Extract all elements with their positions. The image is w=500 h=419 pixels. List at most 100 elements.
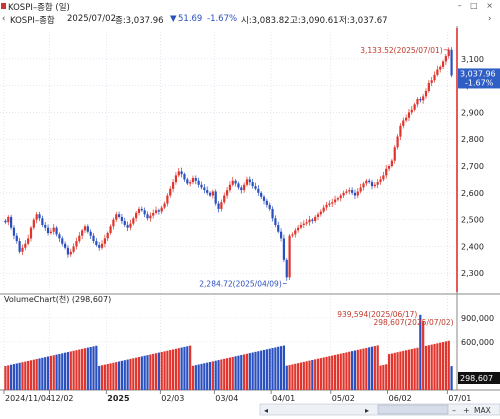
- candle-body: [282, 238, 286, 260]
- candle-body: [225, 190, 229, 196]
- info-low: 저:3,037.67: [339, 16, 388, 26]
- volume-tick-label: 900,000: [461, 314, 494, 323]
- volume-bar: [419, 314, 422, 390]
- candle-body: [83, 226, 87, 231]
- volume-bar: [370, 346, 374, 390]
- volume-bar: [86, 347, 89, 390]
- volume-bar: [424, 345, 428, 390]
- volume-bar: [237, 355, 240, 390]
- volume-bar: [117, 361, 121, 390]
- price-tick-label: 2,600: [461, 189, 484, 198]
- volume-bar: [308, 360, 311, 390]
- candle-body: [115, 214, 118, 220]
- volume-bar: [305, 361, 308, 390]
- candle-body: [393, 147, 396, 161]
- volume-bar: [27, 360, 30, 390]
- candle-body: [336, 198, 340, 200]
- volume-bar: [390, 353, 394, 390]
- volume-bar: [331, 355, 334, 390]
- candle-body: [441, 61, 445, 67]
- volume-bar: [396, 352, 399, 390]
- volume-bar: [277, 346, 280, 390]
- candle-body: [46, 227, 50, 234]
- candle-body: [240, 187, 243, 191]
- volume-bar: [447, 340, 450, 390]
- candle-body: [140, 208, 143, 211]
- candle-body: [314, 216, 317, 221]
- volume-high-annotation: 939,594(2025/06/17): [337, 310, 417, 319]
- volume-bar: [183, 346, 186, 390]
- volume-bar: [83, 348, 87, 390]
- info-open: 시:3,083.82: [241, 16, 290, 26]
- volume-bar: [15, 363, 18, 390]
- candle-body: [72, 246, 75, 252]
- volume-bar: [152, 353, 155, 390]
- volume-bar: [444, 341, 447, 390]
- volume-bar: [251, 352, 254, 390]
- chart-canvas[interactable]: 2,3002,4002,5002,6002,7002,8002,9003,000…: [0, 26, 500, 419]
- candle-body: [305, 222, 308, 224]
- candle-body: [339, 195, 342, 199]
- candle-body: [407, 112, 411, 118]
- volume-bar: [288, 365, 291, 390]
- volume-bar: [106, 363, 109, 390]
- scroll-right-icon: ▸: [365, 406, 369, 415]
- volume-bar: [260, 350, 263, 390]
- candle-body: [274, 218, 277, 225]
- candle-body: [78, 235, 81, 242]
- candle-body: [177, 171, 180, 176]
- candle-body: [183, 174, 186, 180]
- x-tick-label: 05/02: [332, 394, 355, 403]
- candle-body: [49, 231, 52, 234]
- volume-bar: [78, 349, 81, 390]
- candle-body: [447, 49, 450, 57]
- volume-bar: [427, 345, 430, 390]
- x-tick-label: 06/02: [389, 394, 412, 403]
- volume-bar: [174, 348, 178, 390]
- candle-body: [427, 82, 430, 91]
- candle-body: [422, 96, 425, 101]
- volume-bar: [262, 349, 266, 390]
- nav-left-arrow[interactable]: ‹: [2, 14, 6, 24]
- candle-body: [379, 179, 382, 183]
- candle-body: [351, 190, 354, 193]
- candle-body: [166, 195, 169, 204]
- candle-body: [98, 245, 101, 248]
- x-tick-label: 2024/11/04: [5, 394, 51, 403]
- candle-body: [157, 210, 160, 212]
- change-down-icon: ▼: [170, 14, 177, 24]
- candle-body: [399, 125, 402, 137]
- volume-bar: [362, 348, 365, 390]
- candle-body: [311, 219, 314, 221]
- candle-body: [112, 219, 115, 227]
- candle-body: [251, 182, 254, 187]
- volume-bar: [385, 364, 388, 390]
- volume-pane-title: VolumeChart(천) (298,607): [4, 294, 111, 304]
- candle-body: [277, 224, 280, 232]
- volume-bar: [265, 349, 268, 390]
- candle-body: [35, 214, 38, 220]
- candle-body: [342, 192, 345, 196]
- volume-bar: [12, 364, 16, 390]
- volume-bar: [348, 351, 351, 390]
- candle-body: [444, 56, 447, 62]
- candle-body: [200, 184, 203, 188]
- candle-body: [279, 231, 283, 239]
- candle-body: [308, 219, 311, 223]
- candle-body: [248, 179, 251, 183]
- window-controls[interactable]: – □ ×: [457, 1, 496, 10]
- volume-bar: [240, 355, 243, 390]
- nav-right-arrow[interactable]: ›: [488, 14, 492, 24]
- volume-bar: [10, 364, 13, 390]
- volume-bar: [109, 363, 112, 390]
- volume-bar: [336, 354, 340, 390]
- volume-bar: [302, 361, 305, 390]
- candle-body: [123, 220, 126, 225]
- candle-body: [297, 227, 300, 231]
- candle-body: [100, 243, 104, 248]
- candle-body: [69, 251, 72, 255]
- price-tick-label: 2,900: [461, 108, 484, 117]
- volume-bar: [69, 351, 72, 390]
- info-date: 2025/07/02: [67, 14, 116, 24]
- volume-bar: [137, 357, 141, 390]
